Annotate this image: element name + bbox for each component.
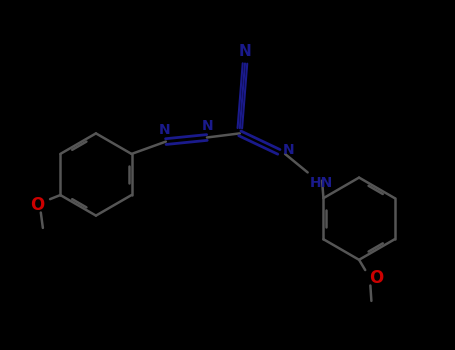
Text: O: O	[30, 196, 44, 214]
Text: O: O	[369, 269, 384, 287]
Text: N: N	[159, 124, 171, 138]
Text: N: N	[202, 119, 214, 133]
Text: N: N	[238, 44, 251, 60]
Text: HN: HN	[310, 175, 333, 189]
Text: N: N	[283, 143, 295, 157]
